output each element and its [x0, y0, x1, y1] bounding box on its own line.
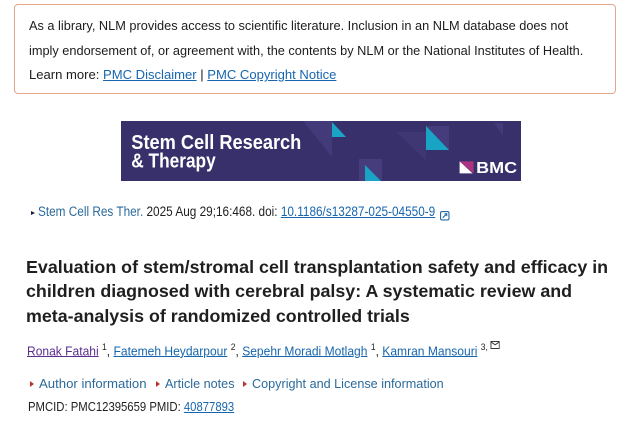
- svg-text:BMC: BMC: [476, 160, 517, 177]
- svg-text:Stem Cell Research: Stem Cell Research: [131, 132, 301, 154]
- svg-text:& Therapy: & Therapy: [131, 150, 216, 172]
